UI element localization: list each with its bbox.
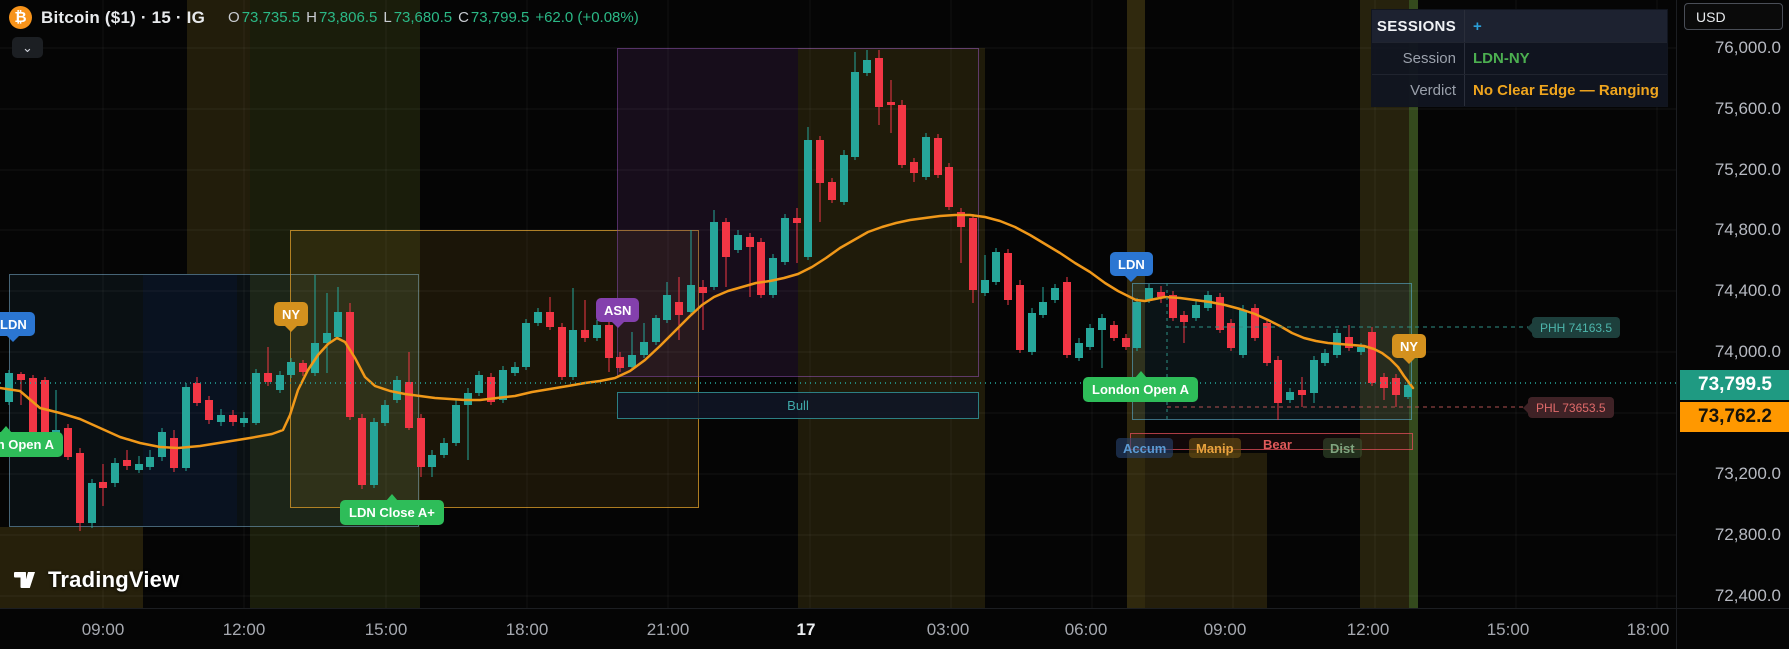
last-price-badge: 73,799.5 <box>1680 370 1789 400</box>
ma-value-badge: 73,762.2 <box>1680 402 1789 432</box>
session-stripe-olive-block-low <box>1145 453 1267 608</box>
session-row: Session LDN-NY <box>1372 42 1667 74</box>
session-stripe-olive-mid-column <box>798 48 985 608</box>
panel-divider <box>1464 43 1465 74</box>
currency-button[interactable]: USD <box>1684 3 1783 30</box>
ohlc-label: L <box>383 9 392 26</box>
sessions-panel-title: SESSIONS <box>1376 17 1456 35</box>
time-axis-label: 12:00 <box>1346 619 1390 639</box>
chart-area[interactable]: Bull LDN NY ASN LDN NY London Open A LDN Close … <box>0 0 1676 608</box>
price-axis-label: 75,200.0 <box>1714 160 1781 179</box>
legend-collapse-button[interactable]: ⌄ <box>12 37 43 58</box>
ohlc-label: O <box>228 9 240 26</box>
time-axis-label: 21:00 <box>646 619 690 639</box>
panel-divider <box>1464 75 1465 106</box>
time-axis-label: 17 <box>796 619 816 639</box>
symbol-title[interactable]: Bitcoin ($1) · 15 · IG <box>41 7 206 27</box>
time-axis-label: 15:00 <box>1486 619 1530 639</box>
tradingview-logo[interactable]: TradingView <box>12 566 179 594</box>
verdict-row-label: Verdict <box>1410 82 1456 99</box>
tradingview-logo-icon <box>14 572 35 588</box>
sessions-panel-header: SESSIONS + <box>1372 10 1667 42</box>
ohlc-label: H <box>306 9 317 26</box>
ny-pin-left[interactable]: NY <box>274 302 309 326</box>
session-box-asn-box-fill[interactable] <box>617 48 798 377</box>
symbol-legend: ₿ Bitcoin ($1) · 15 · IG O 73,735.5 H 73,80… <box>9 6 639 29</box>
session-stripe-olive-top-left <box>187 0 250 274</box>
price-axis-label: 72,400.0 <box>1714 586 1781 605</box>
time-axis-label: 18:00 <box>505 619 549 639</box>
ohlc-value: 73,735.5 <box>241 9 301 26</box>
time-axis[interactable]: 09:00 12:00 15:00 18:00 21:00 17 03:00 06:00 09:… <box>0 608 1676 649</box>
add-session-button[interactable]: + <box>1473 17 1482 35</box>
price-axis-label: 73,200.0 <box>1714 464 1781 483</box>
session-stripe-green-edge-strip <box>1409 0 1418 608</box>
ldn-close[interactable]: LDN Close A+ <box>340 500 444 525</box>
price-axis-label: 74,400.0 <box>1714 281 1781 300</box>
ohlc-values: O 73,735.5 H 73,806.5 L 73,680.5 C 73,799.5 +62.… <box>228 9 639 26</box>
time-axis-label: 09:00 <box>1203 619 1247 639</box>
price-axis[interactable]: USD 76,000.0 75,600.0 75,200.0 74,800.0 74,4… <box>1676 0 1789 608</box>
phase-chip-manip[interactable]: Manip <box>1189 438 1241 458</box>
phase-chip-bear[interactable]: Bear <box>1263 436 1292 452</box>
change-value: +62.0 (+0.08%) <box>535 9 639 26</box>
time-axis-label: 18:00 <box>1626 619 1670 639</box>
price-axis-label: 75,600.0 <box>1714 99 1781 118</box>
asn-pin[interactable]: ASN <box>596 298 640 322</box>
ny-pin-right[interactable]: NY <box>1392 334 1427 358</box>
axis-corner <box>1676 608 1789 649</box>
time-axis-label: 12:00 <box>222 619 266 639</box>
london-open-left[interactable]: London Open A <box>0 432 63 457</box>
time-axis-label: 03:00 <box>926 619 970 639</box>
verdict-row-value: No Clear Edge — Ranging <box>1473 82 1659 99</box>
level-tag-phh[interactable]: PHH 74163.5 <box>1532 317 1621 338</box>
session-row-value: LDN-NY <box>1473 50 1530 67</box>
session-stripe-olive-bottom-left <box>0 527 143 608</box>
london-open-right[interactable]: London Open A <box>1083 377 1198 402</box>
verdict-row: Verdict No Clear Edge — Ranging <box>1372 74 1667 106</box>
price-axis-label: 76,000.0 <box>1714 38 1781 57</box>
session-row-label: Session <box>1402 50 1456 67</box>
ohlc-label: C <box>458 9 469 26</box>
ohlc-value: 73,680.5 <box>393 9 453 26</box>
time-axis-label: 15:00 <box>364 619 408 639</box>
ohlc-value: 73,799.5 <box>470 9 530 26</box>
price-axis-label: 74,000.0 <box>1714 342 1781 361</box>
tradingview-wordmark: TradingView <box>48 567 180 592</box>
ldn-pin-left[interactable]: LDN <box>0 312 35 336</box>
time-axis-label: 06:00 <box>1064 619 1108 639</box>
time-axis-label: 09:00 <box>81 619 125 639</box>
phase-chip-dist[interactable]: Dist <box>1323 438 1362 458</box>
panel-divider <box>1464 10 1465 42</box>
price-axis-label: 72,800.0 <box>1714 525 1781 544</box>
chevron-down-icon: ⌄ <box>22 39 33 55</box>
session-box-asn-box[interactable] <box>617 48 979 377</box>
price-axis-label: 74,800.0 <box>1714 220 1781 239</box>
level-tag-phl[interactable]: PHL 73653.5 <box>1528 397 1614 418</box>
phase-chip-accum[interactable]: Accum <box>1116 438 1174 458</box>
ldn-pin-right[interactable]: LDN <box>1110 252 1153 276</box>
bitcoin-icon: ₿ <box>9 6 32 29</box>
bull-band[interactable]: Bull <box>617 392 979 419</box>
sessions-panel: SESSIONS + Session LDN-NY Verdict No Cle… <box>1371 9 1668 107</box>
ohlc-value: 73,806.5 <box>318 9 378 26</box>
